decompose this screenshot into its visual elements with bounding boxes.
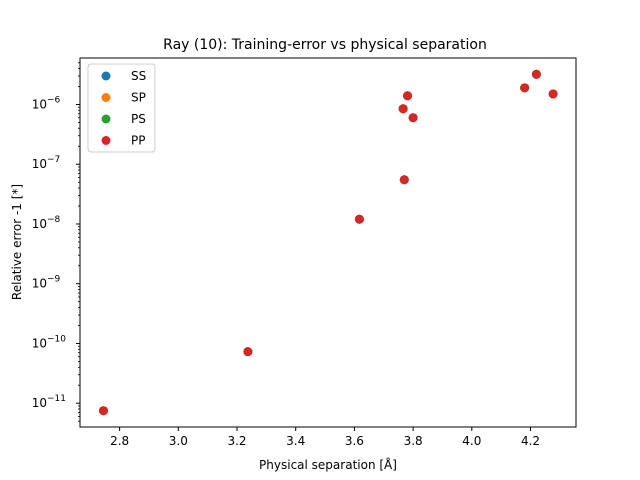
y-tick-label-base: 10 [32, 336, 47, 350]
data-point-pp-5 [403, 91, 413, 101]
x-tick-label: 3.0 [169, 434, 188, 448]
data-point-pp-0 [98, 406, 108, 416]
data-point-pp-2 [354, 214, 364, 224]
y-tick-label-base: 10 [32, 97, 47, 111]
data-point-pp-1 [243, 347, 253, 357]
y-tick-label-exponent: −11 [47, 394, 66, 404]
y-tick-label-base: 10 [32, 217, 47, 231]
legend-marker-pp [101, 136, 111, 145]
data-point-pp-6 [408, 113, 418, 123]
y-tick-label-base: 10 [32, 277, 47, 291]
y-tick-label-exponent: −10 [47, 334, 66, 344]
y-tick-label-exponent: −6 [47, 95, 61, 105]
y-tick-label-base: 10 [32, 396, 47, 410]
legend-label-pp: PP [131, 134, 145, 148]
x-tick-label: 4.2 [521, 434, 540, 448]
plot-frame [79, 57, 577, 428]
legend-label-ps: PS [131, 112, 146, 126]
legend-marker-sp [101, 93, 111, 102]
data-points [98, 69, 558, 416]
y-tick-label-exponent: −9 [47, 275, 61, 285]
y-tick-label-exponent: −7 [47, 155, 60, 165]
x-tick-label: 3.8 [404, 434, 423, 448]
x-tick-label: 3.2 [227, 434, 246, 448]
chart-title: Ray (10): Training-error vs physical sep… [163, 37, 487, 53]
legend: SS SP PS PP [87, 63, 156, 153]
legend-marker-ss [101, 71, 111, 81]
data-point-pp-4 [399, 175, 409, 185]
y-tick-label-exponent: −8 [47, 215, 61, 225]
data-point-pp-3 [398, 104, 408, 114]
legend-label-ss: SS [131, 69, 146, 83]
y-axis-title: Relative error -1 [*] [10, 184, 24, 300]
data-point-pp-7 [520, 83, 530, 93]
data-point-pp-8 [531, 69, 541, 79]
legend-marker-ps [101, 114, 111, 124]
legend-box [87, 63, 156, 153]
x-tick-label: 3.6 [345, 434, 364, 448]
y-tick-label-base: 10 [32, 157, 47, 171]
x-tick-label: 2.8 [110, 434, 129, 448]
x-tick-label: 3.4 [286, 434, 305, 448]
x-axis: 2.8 3.0 3.2 3.4 3.6 3.8 4.0 4.2 [110, 427, 540, 448]
x-tick-label: 4.0 [462, 434, 481, 448]
data-point-pp-9 [548, 89, 558, 99]
x-axis-title: Physical separation [Å] [259, 457, 397, 472]
legend-label-sp: SP [131, 91, 146, 105]
